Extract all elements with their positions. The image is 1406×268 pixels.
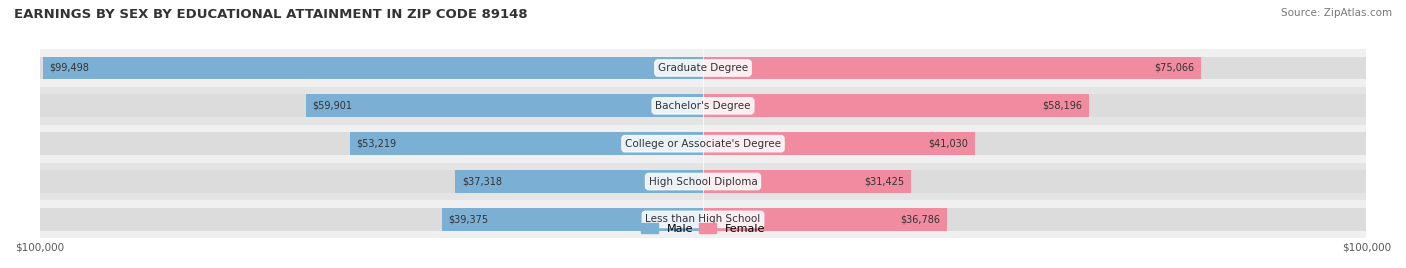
Text: Graduate Degree: Graduate Degree <box>658 63 748 73</box>
Text: $59,901: $59,901 <box>312 101 353 111</box>
Bar <box>350 132 703 155</box>
Bar <box>456 170 703 193</box>
Bar <box>39 200 1367 238</box>
Bar <box>39 57 1367 79</box>
Bar <box>39 132 1367 155</box>
Text: High School Diploma: High School Diploma <box>648 177 758 187</box>
Bar <box>39 49 1367 87</box>
Bar <box>703 208 948 231</box>
Text: Bachelor's Degree: Bachelor's Degree <box>655 101 751 111</box>
Bar <box>39 163 1367 200</box>
Legend: Male, Female: Male, Female <box>637 219 769 239</box>
Text: $99,498: $99,498 <box>49 63 90 73</box>
Bar <box>703 57 1201 79</box>
Text: EARNINGS BY SEX BY EDUCATIONAL ATTAINMENT IN ZIP CODE 89148: EARNINGS BY SEX BY EDUCATIONAL ATTAINMEN… <box>14 8 527 21</box>
Text: $31,425: $31,425 <box>865 177 905 187</box>
Bar <box>39 208 1367 231</box>
Bar <box>703 95 1090 117</box>
Text: Source: ZipAtlas.com: Source: ZipAtlas.com <box>1281 8 1392 18</box>
Text: $41,030: $41,030 <box>929 139 969 149</box>
Text: $75,066: $75,066 <box>1154 63 1194 73</box>
Bar <box>39 95 1367 117</box>
Bar <box>44 57 703 79</box>
Text: $39,375: $39,375 <box>449 214 488 224</box>
Bar <box>39 170 1367 193</box>
Text: College or Associate's Degree: College or Associate's Degree <box>626 139 780 149</box>
Bar <box>703 170 911 193</box>
Bar <box>441 208 703 231</box>
Text: $37,318: $37,318 <box>463 177 502 187</box>
Text: Less than High School: Less than High School <box>645 214 761 224</box>
Bar <box>305 95 703 117</box>
Bar <box>703 132 976 155</box>
Text: $36,786: $36,786 <box>900 214 941 224</box>
Text: $53,219: $53,219 <box>357 139 396 149</box>
Text: $58,196: $58,196 <box>1042 101 1083 111</box>
Bar <box>39 125 1367 163</box>
Bar <box>39 87 1367 125</box>
